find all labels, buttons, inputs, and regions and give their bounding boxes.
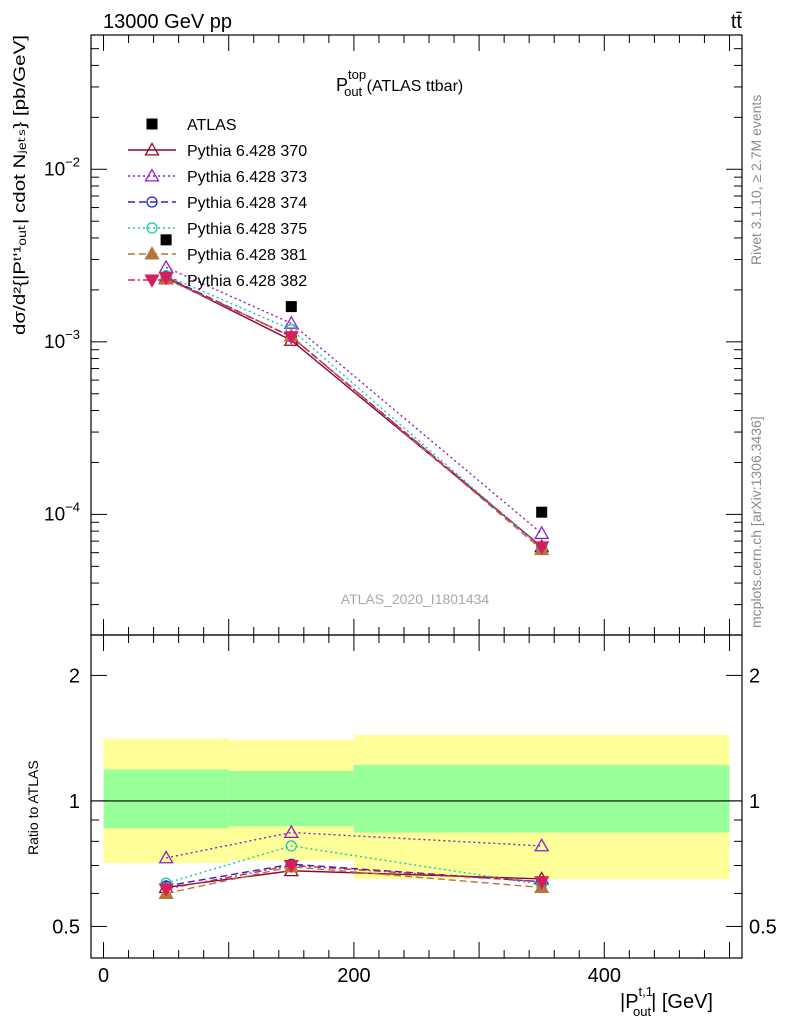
data-point [283, 331, 299, 345]
ratio-point [285, 840, 297, 852]
main-y-tick-label: 10−4 [44, 499, 80, 525]
legend-label: ATLAS [187, 117, 237, 134]
legend-label: Pythia 6.428 373 [187, 169, 307, 186]
legend-entry: ATLAS [146, 117, 237, 134]
atlas-data-point [536, 506, 548, 518]
ratio-band-green [353, 764, 730, 833]
legend-label: Pythia 6.428 381 [187, 247, 307, 264]
x-axis-label-sub: out [633, 1004, 651, 1019]
x-axis-label-sup: t,1 [639, 984, 653, 999]
process-label: tt̄ [731, 11, 743, 33]
legend-entry: Pythia 6.428 375 [128, 221, 307, 238]
legend-entry: Pythia 6.428 382 [128, 273, 307, 290]
axis-ticks: 10−2 10−3 10−4 2 2 1 1 0.5 0.5 0 200 400 [44, 34, 777, 987]
series-atlas [160, 234, 548, 518]
ratio-uncertainty-bands [91, 734, 742, 879]
legend: ATLAS Pythia 6.428 370 Pythia 6.428 373 Pyt… [128, 117, 307, 290]
series-line [165, 278, 543, 551]
series-pythia-6.428-374 [160, 271, 548, 553]
legend-entry: Pythia 6.428 381 [128, 246, 307, 264]
atlas-data-point [160, 234, 172, 246]
ratio-band-green [228, 770, 354, 827]
legend-marker [144, 142, 160, 156]
ratio-y-tick-label: 1 [69, 791, 80, 813]
rivet-label: Rivet 3.1.10, ≥ 2.7M events [748, 95, 764, 265]
legend-marker [146, 222, 158, 234]
data-point [158, 271, 174, 286]
ratio-y-tick-label-right: 1 [749, 791, 760, 813]
ratio-point [158, 883, 174, 897]
ratio-series-line [165, 845, 542, 886]
x-tick-label: 0 [98, 965, 109, 987]
legend-marker [144, 168, 160, 182]
ratio-curves [158, 824, 550, 899]
ratio-y-tick-label: 2 [69, 665, 80, 687]
ratio-point [283, 824, 299, 839]
legend-marker [146, 196, 158, 208]
ratio-y-tick-label: 0.5 [52, 916, 80, 938]
main-y-tick-label: 10−3 [44, 327, 80, 353]
series-pythia-6.428-381 [158, 271, 550, 556]
legend-label: Pythia 6.428 375 [187, 221, 307, 238]
ratio-panel-frame [90, 634, 743, 959]
series-line [165, 266, 543, 535]
series-pythia-6.428-382 [158, 271, 550, 555]
plot-title-suffix: (ATLAS ttbar) [362, 78, 463, 95]
series-pythia-6.428-370 [158, 269, 550, 553]
data-point [534, 541, 550, 555]
series-line [165, 276, 543, 548]
data-point [534, 525, 550, 540]
legend-entry: Pythia 6.428 374 [128, 195, 307, 212]
ratio-series-pythia-6.428-382 [158, 859, 550, 897]
mcplots-label: mcplots.cern.ch [arXiv:1306.3436] [748, 416, 764, 628]
legend-label: Pythia 6.428 374 [187, 195, 307, 212]
x-axis-label-pre: |P [620, 991, 639, 1013]
main-y-tick-label: 10−2 [44, 154, 80, 180]
x-tick-label: 200 [337, 965, 370, 987]
legend-marker [144, 274, 160, 288]
legend-marker [144, 246, 160, 260]
ratio-point [283, 859, 299, 874]
legend-label: Pythia 6.428 382 [187, 273, 307, 290]
ratio-point [534, 876, 550, 890]
x-axis-label: |Pt,1 out| [GeV] [620, 984, 713, 1019]
analysis-watermark: ATLAS_2020_I1801434 [341, 591, 490, 607]
ratio-point [534, 838, 550, 852]
ratio-band-green [103, 769, 229, 829]
legend-marker [146, 118, 158, 130]
x-tick-label: 400 [588, 965, 621, 987]
data-point [283, 315, 299, 329]
x-axis-label-post: | [GeV] [651, 991, 713, 1013]
ratio-point [158, 850, 174, 864]
ratio-y-tick-label-right: 2 [749, 665, 760, 687]
legend-label: Pythia 6.428 370 [187, 143, 307, 160]
main-curves [158, 234, 550, 556]
series-pythia-6.428-375 [160, 269, 548, 554]
legend-entry: Pythia 6.428 370 [128, 142, 307, 160]
plot-title-sup: top [348, 67, 366, 82]
energy-label: 13000 GeV pp [103, 11, 232, 33]
plot-title-main: P [336, 75, 348, 95]
series-line [165, 276, 543, 548]
plot-title: Ptop out (ATLAS ttbar) [336, 67, 463, 99]
legend-entry: Pythia 6.428 373 [128, 168, 307, 186]
ratio-y-tick-label-right: 0.5 [749, 916, 777, 938]
atlas-data-point [285, 301, 297, 313]
series-line [165, 277, 543, 548]
ratio-y-axis-label: Ratio to ATLAS [25, 760, 41, 855]
ratio-series-pythia-6.428-373 [158, 824, 550, 864]
series-line [165, 274, 543, 549]
plot-title-sub: out [344, 84, 362, 99]
main-y-axis-label: dσ/d²{|Pᵗʹ¹ₒᵤₜ| cdot Nⱼₑₜₛ} [pb/GeV] [10, 35, 29, 335]
